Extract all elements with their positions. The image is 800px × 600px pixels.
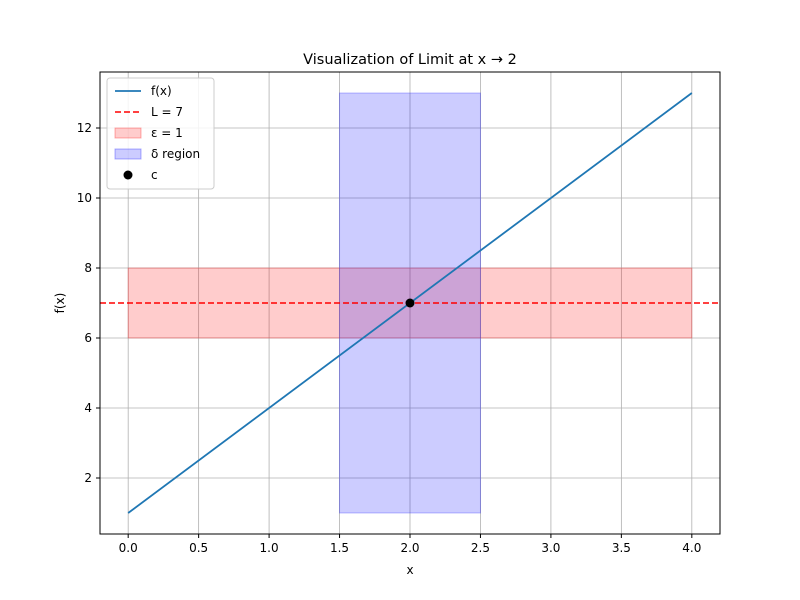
legend-box xyxy=(106,77,215,190)
x-tick-label: 2.5 xyxy=(471,541,490,555)
legend-label: f(x) xyxy=(151,84,172,98)
y-tick-label: 12 xyxy=(77,121,92,135)
y-tick-label: 6 xyxy=(84,331,92,345)
legend-handle-epsilon xyxy=(114,127,142,139)
legend-handle-c xyxy=(123,170,133,180)
legend-label: c xyxy=(151,168,158,182)
x-axis-label: x xyxy=(406,563,413,577)
legend: f(x) L = 7 ε = 1 δ region c xyxy=(106,77,215,190)
y-tick-label: 10 xyxy=(77,191,92,205)
point-c xyxy=(405,298,415,308)
x-tick-label: 1.0 xyxy=(260,541,279,555)
plot-area: 0.0 0.5 1.0 1.5 2.0 2.5 3.0 3.5 4.0 2 4 6 8 10 12 xyxy=(77,71,721,555)
x-tick-label: 0.0 xyxy=(119,541,138,555)
x-tick-label: 2.0 xyxy=(400,541,419,555)
x-tick-label: 3.5 xyxy=(612,541,631,555)
legend-handle-delta xyxy=(114,148,142,160)
y-tick-label: 2 xyxy=(84,471,92,485)
chart-title: Visualization of Limit at x → 2 xyxy=(303,52,517,68)
x-tick-label: 4.0 xyxy=(682,541,701,555)
x-tick-label: 1.5 xyxy=(330,541,349,555)
y-tick-label: 4 xyxy=(84,401,92,415)
y-axis-label: f(x) xyxy=(53,293,67,314)
legend-label: δ region xyxy=(151,147,200,161)
x-tick-label: 0.5 xyxy=(189,541,208,555)
y-tick-label: 8 xyxy=(84,261,92,275)
legend-label: ε = 1 xyxy=(151,126,183,140)
legend-label: L = 7 xyxy=(151,105,183,119)
x-tick-label: 3.0 xyxy=(541,541,560,555)
